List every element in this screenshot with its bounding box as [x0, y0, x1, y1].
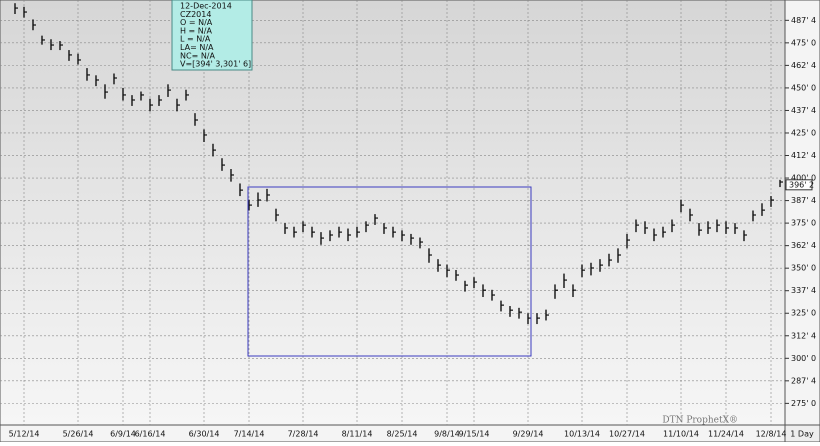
- info-line: CZ2014: [180, 10, 211, 19]
- x-tick-label: 10/27/14: [609, 430, 645, 439]
- y-tick-label: 300' 0: [791, 354, 816, 363]
- y-tick-label: 362' 4: [791, 241, 816, 250]
- y-tick-label: 425' 0: [791, 128, 816, 137]
- x-tick-label: 5/12/14: [9, 430, 40, 439]
- y-tick-label: 400' 0: [791, 174, 816, 183]
- x-tick-label: 12/8/14: [756, 430, 787, 439]
- y-tick-label: 350' 0: [791, 264, 816, 273]
- y-tick-label: 475' 0: [791, 38, 816, 47]
- info-line: H = N/A: [180, 26, 212, 35]
- period: 1 Day: [790, 430, 814, 439]
- x-tick-label: 9/8/14: [434, 430, 460, 439]
- y-tick-label: 312' 4: [791, 331, 816, 340]
- x-tick-label: 9/29/14: [513, 430, 544, 439]
- last-price-label: 396' 2: [789, 180, 814, 189]
- y-tick-label: 437' 4: [791, 106, 816, 115]
- x-tick-label: 7/14/14: [234, 430, 265, 439]
- plot-area: [0, 0, 786, 426]
- x-tick-label: 10/13/14: [564, 430, 600, 439]
- info-line: V=[394' 3,301' 6]: [180, 60, 251, 69]
- y-tick-label: 412' 4: [791, 151, 816, 160]
- y-tick-label: 275' 0: [791, 399, 816, 408]
- x-tick-label: 8/25/14: [387, 430, 418, 439]
- x-tick-label: 8/11/14: [342, 430, 373, 439]
- y-tick-label: 462' 4: [791, 61, 816, 70]
- info-line: NC= N/A: [180, 51, 215, 60]
- y-tick-label: 337' 4: [791, 286, 816, 295]
- y-axis-area: [784, 0, 820, 426]
- grid: [0, 0, 785, 425]
- watermark: DTN ProphetX®: [662, 416, 738, 426]
- x-tick-label: 6/16/14: [135, 430, 166, 439]
- info-line: O = N/A: [180, 18, 213, 27]
- x-tick-label: 7/28/14: [288, 430, 319, 439]
- info-line: LA= N/A: [180, 43, 214, 52]
- highlight-box: [247, 186, 532, 357]
- y-tick-label: 375' 0: [791, 219, 816, 228]
- y-tick-label: 487' 4: [791, 16, 816, 25]
- info-line: 12-Dec-2014: [180, 2, 232, 11]
- y-tick-label: 325' 0: [791, 309, 816, 318]
- bars: [14, 3, 783, 325]
- x-tick-label: 9/15/14: [459, 430, 490, 439]
- y-tick-label: 387' 4: [791, 196, 816, 205]
- x-tick-label: 5/26/14: [63, 430, 94, 439]
- x-tick-label: 11/10/14: [663, 430, 699, 439]
- x-tick-label: 11/24/14: [708, 430, 744, 439]
- info-line: L = N/A: [180, 35, 211, 44]
- info-box: [171, 0, 253, 71]
- x-tick-label: 6/30/14: [189, 430, 220, 439]
- x-tick-label: 6/9/14: [110, 430, 136, 439]
- last-price-box: [785, 179, 813, 191]
- y-tick-label: 287' 4: [791, 376, 816, 385]
- y-tick-label: 450' 0: [791, 83, 816, 92]
